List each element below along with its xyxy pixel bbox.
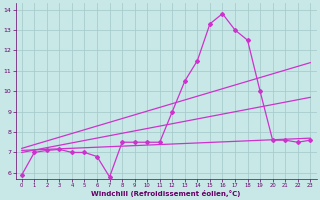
- X-axis label: Windchill (Refroidissement éolien,°C): Windchill (Refroidissement éolien,°C): [91, 190, 241, 197]
